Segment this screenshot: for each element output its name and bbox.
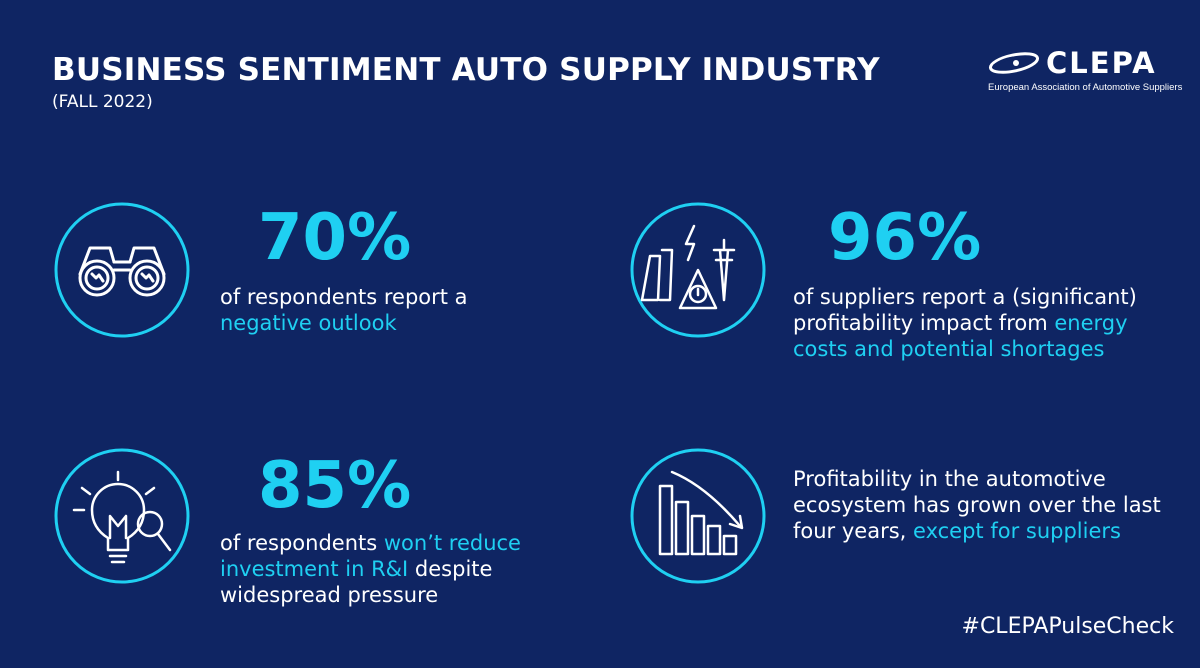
declining-bar-chart-icon [630,448,766,584]
stat-text-before: of respondents [220,531,384,555]
stat-description: Profitability in the automotive ecosyste… [793,466,1178,544]
binoculars-icon [54,202,190,338]
stat-text-before: Profitability in the automotive ecosyste… [793,467,1161,543]
stat-text-before: of suppliers report a (significant) prof… [793,285,1137,335]
stat-text-after: despite widespread pressure [220,557,493,607]
hashtag: #CLEPAPulseCheck [961,614,1174,639]
stat-description: of suppliers report a (significant) prof… [793,284,1173,362]
stat-description: of respondents won’t reduce investment i… [220,530,554,608]
stat-value: 70% [258,201,412,275]
stat-value: 85% [258,449,412,523]
page-title: BUSINESS SENTIMENT AUTO SUPPLY INDUSTRY [52,52,880,88]
energy-warning-icon [630,202,766,338]
lightbulb-magnifier-icon [54,448,190,584]
stat-highlight: won’t reduce investment in R&I [220,531,521,581]
stat-description: of respondents report a negative outlook [220,284,540,336]
logo-name: CLEPA [1046,46,1157,80]
stat-highlight: energy costs and potential shortages [793,311,1128,361]
stat-text-before: of respondents report a [220,285,468,309]
clepa-logo: CLEPA European Association of Automotive… [986,44,1186,96]
page-subtitle: (FALL 2022) [52,92,153,112]
stat-highlight: except for suppliers [913,519,1121,543]
stat-value: 96% [828,201,982,275]
logo-tagline: European Association of Automotive Suppl… [988,82,1183,93]
clepa-swirl-icon [988,52,1040,74]
stat-highlight: negative outlook [220,311,397,335]
